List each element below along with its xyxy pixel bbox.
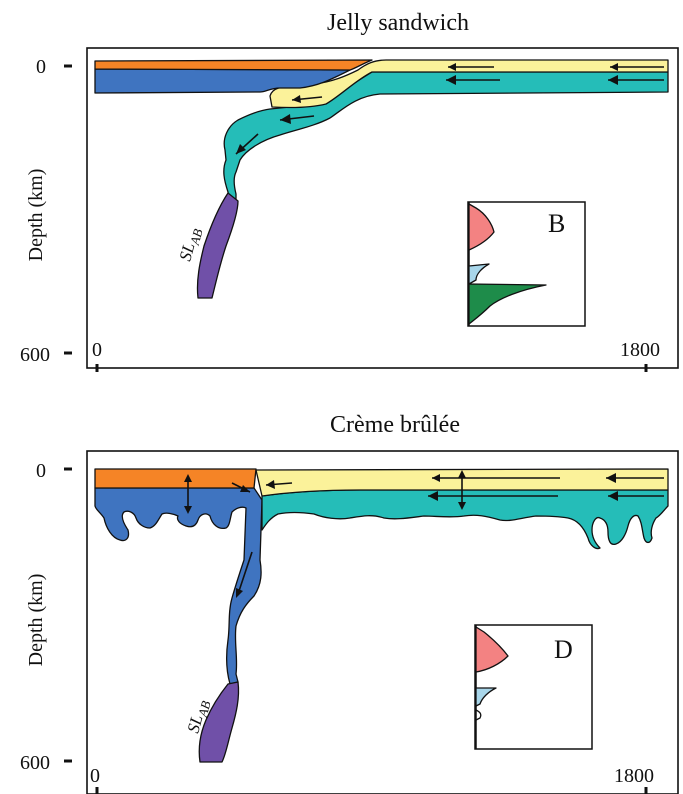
arrow-head (184, 474, 192, 482)
arrow-head (266, 480, 275, 489)
panel-title: Crème brûlée (330, 412, 460, 438)
arrow-head (606, 473, 616, 483)
panel-frame (86, 47, 679, 369)
x-tick-label-0: 0 (90, 765, 100, 787)
crust-strength-lobe (468, 203, 495, 251)
strength-envelope-inset: B (467, 201, 586, 327)
crust-strength-lobe (475, 626, 509, 673)
x-tick-label-1800: 1800 (614, 765, 654, 787)
mantle-strength-lobe-upper (475, 687, 497, 707)
mantle-strength-lobe-lower (475, 709, 482, 721)
slab-label: SLAB (184, 697, 214, 735)
blue-mantle-plate (94, 487, 263, 685)
inset-letter: D (554, 635, 573, 664)
subducted-slab (198, 681, 240, 763)
slab-label: SLAB (176, 225, 206, 263)
panel-frame (86, 450, 679, 794)
mantle-strength-lobe-upper (468, 263, 490, 285)
arrow-head (610, 63, 618, 71)
inset-letter: B (548, 209, 565, 238)
y-tick-label-600: 600 (20, 344, 50, 366)
arrow-head (432, 474, 440, 482)
y-tick-label-0: 0 (36, 460, 46, 482)
arrow-head (608, 491, 618, 501)
arrow-head (240, 485, 250, 492)
panel-title: Jelly sandwich (327, 10, 469, 36)
y-tick-label-0: 0 (36, 56, 46, 78)
arrow-head (292, 95, 301, 103)
panel-creme-brulee: Crème brûlée 0 600 Depth (km) 0 1800 (20, 412, 679, 794)
y-axis-label: Depth (km) (25, 169, 47, 262)
strength-envelope-inset: D (474, 624, 593, 750)
blue-mantle-plate (94, 68, 351, 94)
slab-descent-arrow (237, 551, 253, 595)
y-axis-label: Depth (km) (25, 574, 47, 667)
orange-crust-plate (94, 468, 257, 489)
arrow-head (458, 502, 466, 510)
arrow-head (184, 506, 192, 514)
panel-jelly-sandwich: Jelly sandwich 0 600 Depth (km) 0 1800 (20, 10, 679, 372)
slab-label-subscript: AB (187, 227, 206, 247)
teal-mantle-plate (261, 489, 669, 550)
arrow-head (428, 491, 438, 501)
x-tick-label-0: 0 (92, 339, 102, 361)
arrow-head (236, 144, 246, 154)
arrow-head (608, 75, 618, 85)
slab-label-subscript: AB (195, 699, 214, 719)
arrow-head (448, 63, 456, 71)
arrow-head (280, 114, 291, 124)
arrow-head (458, 470, 466, 478)
y-tick-label-600: 600 (20, 752, 50, 774)
orange-crust-plate (94, 59, 373, 71)
mantle-strength-lobe-lower (468, 283, 547, 325)
subducted-slab (196, 192, 239, 299)
arrow-head (236, 588, 243, 598)
arrow-head (446, 75, 456, 85)
x-tick-label-1800: 1800 (620, 339, 660, 361)
